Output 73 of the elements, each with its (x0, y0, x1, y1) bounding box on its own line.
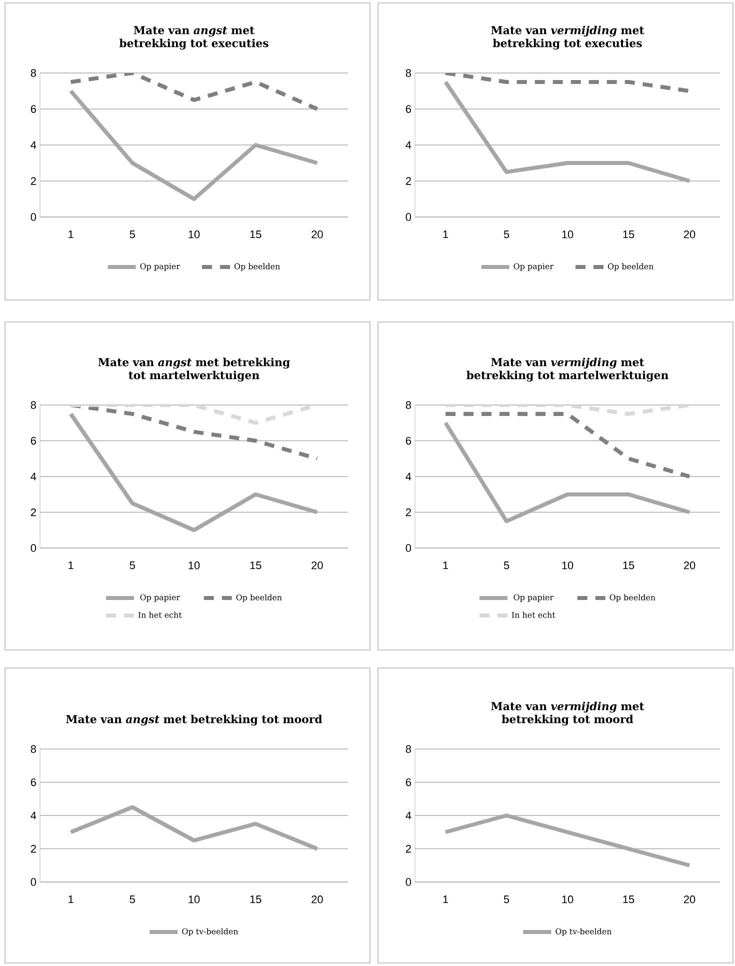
y-tick-label: 8 (30, 401, 36, 409)
y-tick-label: 0 (30, 544, 36, 552)
y-tick-label: 4 (406, 141, 412, 149)
y-tick-label: 8 (406, 401, 411, 409)
y-tick-label: 2 (406, 844, 411, 853)
y-tick-label: 2 (406, 177, 411, 185)
x-tick-label: 20 (312, 230, 323, 238)
x-tick-label: 1 (443, 896, 448, 904)
y-tick-label: 0 (30, 213, 36, 221)
x-tick-label: 15 (623, 896, 634, 904)
y-tick-label: 2 (30, 844, 36, 853)
x-tick-label: 10 (188, 230, 200, 238)
y-tick-label: 6 (406, 778, 411, 786)
y-tick-label: 0 (406, 213, 412, 221)
line-series (68, 805, 320, 851)
x-tick-label: 10 (188, 562, 200, 570)
x-tick-label: 15 (623, 230, 634, 238)
x-tick-label: 20 (684, 896, 696, 904)
x-tick-label: 10 (562, 230, 574, 238)
line-series (68, 72, 320, 111)
y-tick-label: 6 (30, 778, 36, 786)
x-tick-label: 15 (250, 562, 262, 570)
y-tick-label: 6 (30, 436, 36, 445)
x-tick-label: 20 (684, 230, 696, 238)
chart-title: Mate van vermijding met betrekking tot moord (491, 702, 644, 726)
line-series (68, 88, 320, 201)
y-tick-label: 2 (406, 508, 411, 516)
x-tick-label: 1 (68, 230, 74, 238)
y-tick-label: 0 (30, 878, 36, 886)
line-series (68, 405, 320, 461)
x-tick-label: 5 (504, 230, 510, 238)
chart-title: Mate van angst met betrekking tot martelwerktuigen (98, 358, 290, 382)
y-tick-label: 2 (30, 177, 36, 185)
x-tick-label: 5 (504, 896, 510, 904)
y-tick-label: 4 (30, 812, 36, 820)
y-tick-label: 4 (406, 472, 412, 480)
y-tick-label: 6 (406, 105, 411, 113)
x-tick-label: 20 (312, 896, 323, 904)
x-tick-label: 15 (250, 896, 262, 904)
line-series (444, 420, 692, 524)
y-tick-label: 0 (406, 544, 412, 552)
y-tick-label: 4 (30, 472, 36, 480)
x-tick-label: 1 (68, 562, 74, 570)
x-tick-label: 1 (443, 562, 448, 570)
y-tick-label: 6 (30, 105, 36, 113)
x-tick-label: 5 (130, 896, 135, 904)
y-tick-label: 4 (406, 812, 412, 820)
x-tick-label: 10 (562, 562, 574, 570)
x-tick-label: 10 (188, 896, 200, 904)
x-tick-label: 10 (562, 896, 574, 904)
x-tick-label: 20 (312, 562, 323, 570)
chart-title: Mate van angst met betrekking tot moord (66, 714, 322, 726)
y-tick-label: 4 (30, 141, 36, 149)
x-tick-label: 1 (68, 896, 74, 904)
y-tick-label: 8 (30, 69, 36, 77)
y-tick-label: 8 (406, 745, 411, 753)
x-tick-label: 15 (623, 562, 634, 570)
line-series (68, 412, 320, 532)
y-tick-label: 8 (406, 69, 411, 77)
line-series (444, 80, 692, 183)
x-tick-label: 15 (250, 230, 262, 238)
x-tick-label: 5 (130, 230, 135, 238)
x-tick-label: 1 (443, 230, 448, 238)
y-tick-label: 6 (406, 436, 411, 445)
chart-title: Mate van vermijding met betrekking tot executies (491, 26, 644, 50)
x-tick-label: 5 (504, 562, 510, 570)
x-tick-label: 20 (684, 562, 696, 570)
y-tick-label: 8 (30, 745, 36, 753)
chart-title: Mate van angst met betrekking tot executies (119, 26, 268, 50)
y-tick-label: 2 (30, 508, 36, 516)
chart-title: Mate van vermijding met betrekking tot martelwerktuigen (466, 358, 668, 382)
y-tick-label: 0 (406, 878, 412, 886)
x-tick-label: 5 (130, 562, 135, 570)
